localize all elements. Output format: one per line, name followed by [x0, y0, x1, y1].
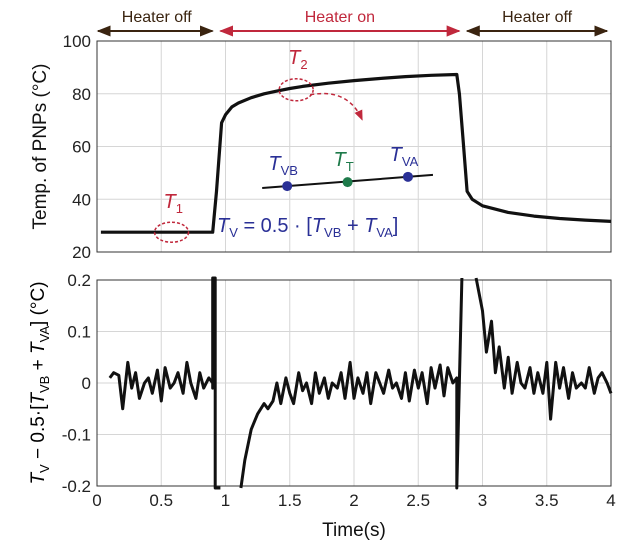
residual-y-tick-1: -0.1 — [62, 426, 91, 445]
residual-axis-ticks: -0.2 -0.1 0 0.1 0.2 0 0.5 1 1.5 2 2.5 3 3.5 4 — [62, 271, 616, 510]
temperature-y-tick-2: 60 — [72, 138, 91, 157]
t2-dashed-arrow — [310, 92, 363, 121]
tt-label: TT — [333, 149, 353, 174]
time-x-tick-4: 2 — [349, 491, 358, 510]
residual-y-tick-0: -0.2 — [62, 477, 91, 496]
residual-y-tick-4: 0.2 — [67, 271, 91, 290]
time-x-tick-8: 4 — [606, 491, 615, 510]
phase-label-heater-off-1: Heater off — [122, 9, 193, 26]
tvb-label: TVB — [268, 153, 298, 178]
temperature-plot: 20 40 60 80 100 T1 T2 TVB TT TVA TV = 0.5 · … — [30, 32, 612, 262]
time-x-tick-0: 0 — [92, 491, 101, 510]
temperature-axis-ticks: 20 40 60 80 100 — [63, 32, 91, 262]
time-x-axis-label: Time(s) — [322, 520, 386, 541]
time-x-tick-7: 3.5 — [535, 491, 559, 510]
virtual-temperature-equation: TV = 0.5 · [TVB + TVA] — [217, 215, 398, 240]
tva-label: TVA — [390, 144, 419, 169]
temperature-y-tick-0: 20 — [72, 243, 91, 262]
t1-marker-ellipse — [153, 221, 190, 243]
time-x-tick-2: 1 — [221, 491, 230, 510]
t2-label: T2 — [288, 47, 307, 72]
heater-phase-annotations: Heater off Heater on Heater off — [96, 9, 609, 37]
phase-label-heater-off-2: Heater off — [502, 9, 573, 26]
time-x-tick-5: 2.5 — [406, 491, 430, 510]
phase-label-heater-on: Heater on — [305, 9, 375, 26]
time-x-tick-1: 0.5 — [149, 491, 173, 510]
t2-marker-ellipse — [278, 78, 314, 102]
tvb-point — [282, 181, 293, 192]
residual-y-tick-2: 0 — [82, 374, 91, 393]
tt-point — [342, 177, 353, 188]
residual-series-line-0 — [108, 276, 221, 490]
temperature-y-axis-label: Temp. of PNPs (°C) — [30, 64, 51, 230]
residual-series-line-2 — [474, 277, 613, 421]
time-x-tick-6: 3 — [478, 491, 487, 510]
residual-y-tick-3: 0.1 — [67, 323, 91, 342]
t1-label: T1 — [164, 191, 183, 216]
residual-series — [108, 276, 613, 490]
temperature-y-tick-3: 80 — [72, 85, 91, 104]
temperature-y-tick-1: 40 — [72, 190, 91, 209]
temperature-series-line — [100, 72, 612, 234]
residual-plot: -0.2 -0.1 0 0.1 0.2 0 0.5 1 1.5 2 2.5 3 3.5 4 Time(s)… — [28, 271, 616, 541]
temperature-y-tick-4: 100 — [63, 32, 91, 51]
residual-plot-frame — [96, 279, 612, 487]
residual-y-axis-label: TV − 0.5·[TVB + TVA] (°C) — [28, 281, 52, 484]
tva-point — [402, 171, 413, 182]
temperature-plot-frame — [96, 40, 612, 253]
residual-series-line-1 — [239, 277, 464, 490]
time-x-tick-3: 1.5 — [278, 491, 302, 510]
